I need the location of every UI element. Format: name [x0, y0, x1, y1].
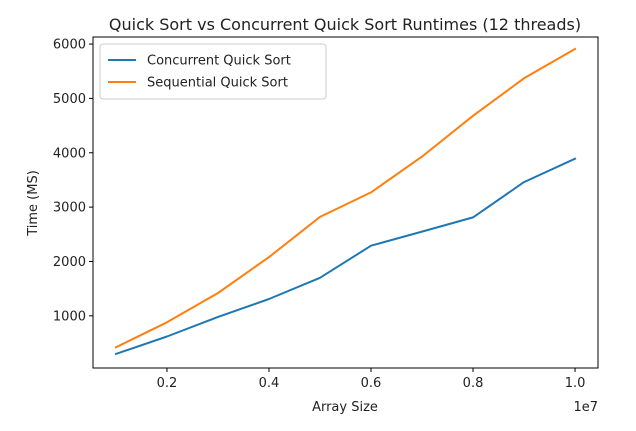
legend-box	[99, 43, 327, 100]
y-tick-label: 1000	[53, 309, 86, 324]
plot-frame	[92, 36, 599, 369]
x-tick-label: 0.8	[463, 376, 484, 391]
legend: Concurrent Quick Sort Sequential Quick So…	[99, 43, 327, 100]
legend-label: Concurrent Quick Sort	[147, 54, 291, 69]
y-tick-label: 6000	[53, 38, 86, 53]
series-line-sequential	[114, 47, 577, 349]
y-tick-label: 4000	[53, 146, 86, 161]
y-axis-ticks: 1000 2000 3000 4000 5000 6000	[53, 38, 93, 324]
x-tick-label: 0.6	[361, 376, 382, 391]
x-tick-label: 1.0	[565, 376, 586, 391]
series-layer	[114, 47, 577, 356]
x-tick-label: 0.4	[259, 376, 280, 391]
legend-label: Sequential Quick Sort	[147, 76, 288, 91]
y-tick-label: 5000	[53, 92, 86, 107]
series-line-concurrent	[114, 157, 577, 356]
y-tick-label: 3000	[53, 201, 86, 216]
x-axis-label: Array Size	[312, 400, 378, 415]
chart-title: Quick Sort vs Concurrent Quick Sort Runt…	[109, 15, 581, 34]
y-tick-label: 2000	[53, 255, 86, 270]
x-tick-label: 0.2	[157, 376, 178, 391]
x-axis-ticks: 0.2 0.4 0.6 0.8 1.0	[157, 368, 586, 391]
y-axis-label: Time (MS)	[26, 170, 41, 237]
x-axis-offset-label: 1e7	[573, 400, 598, 415]
